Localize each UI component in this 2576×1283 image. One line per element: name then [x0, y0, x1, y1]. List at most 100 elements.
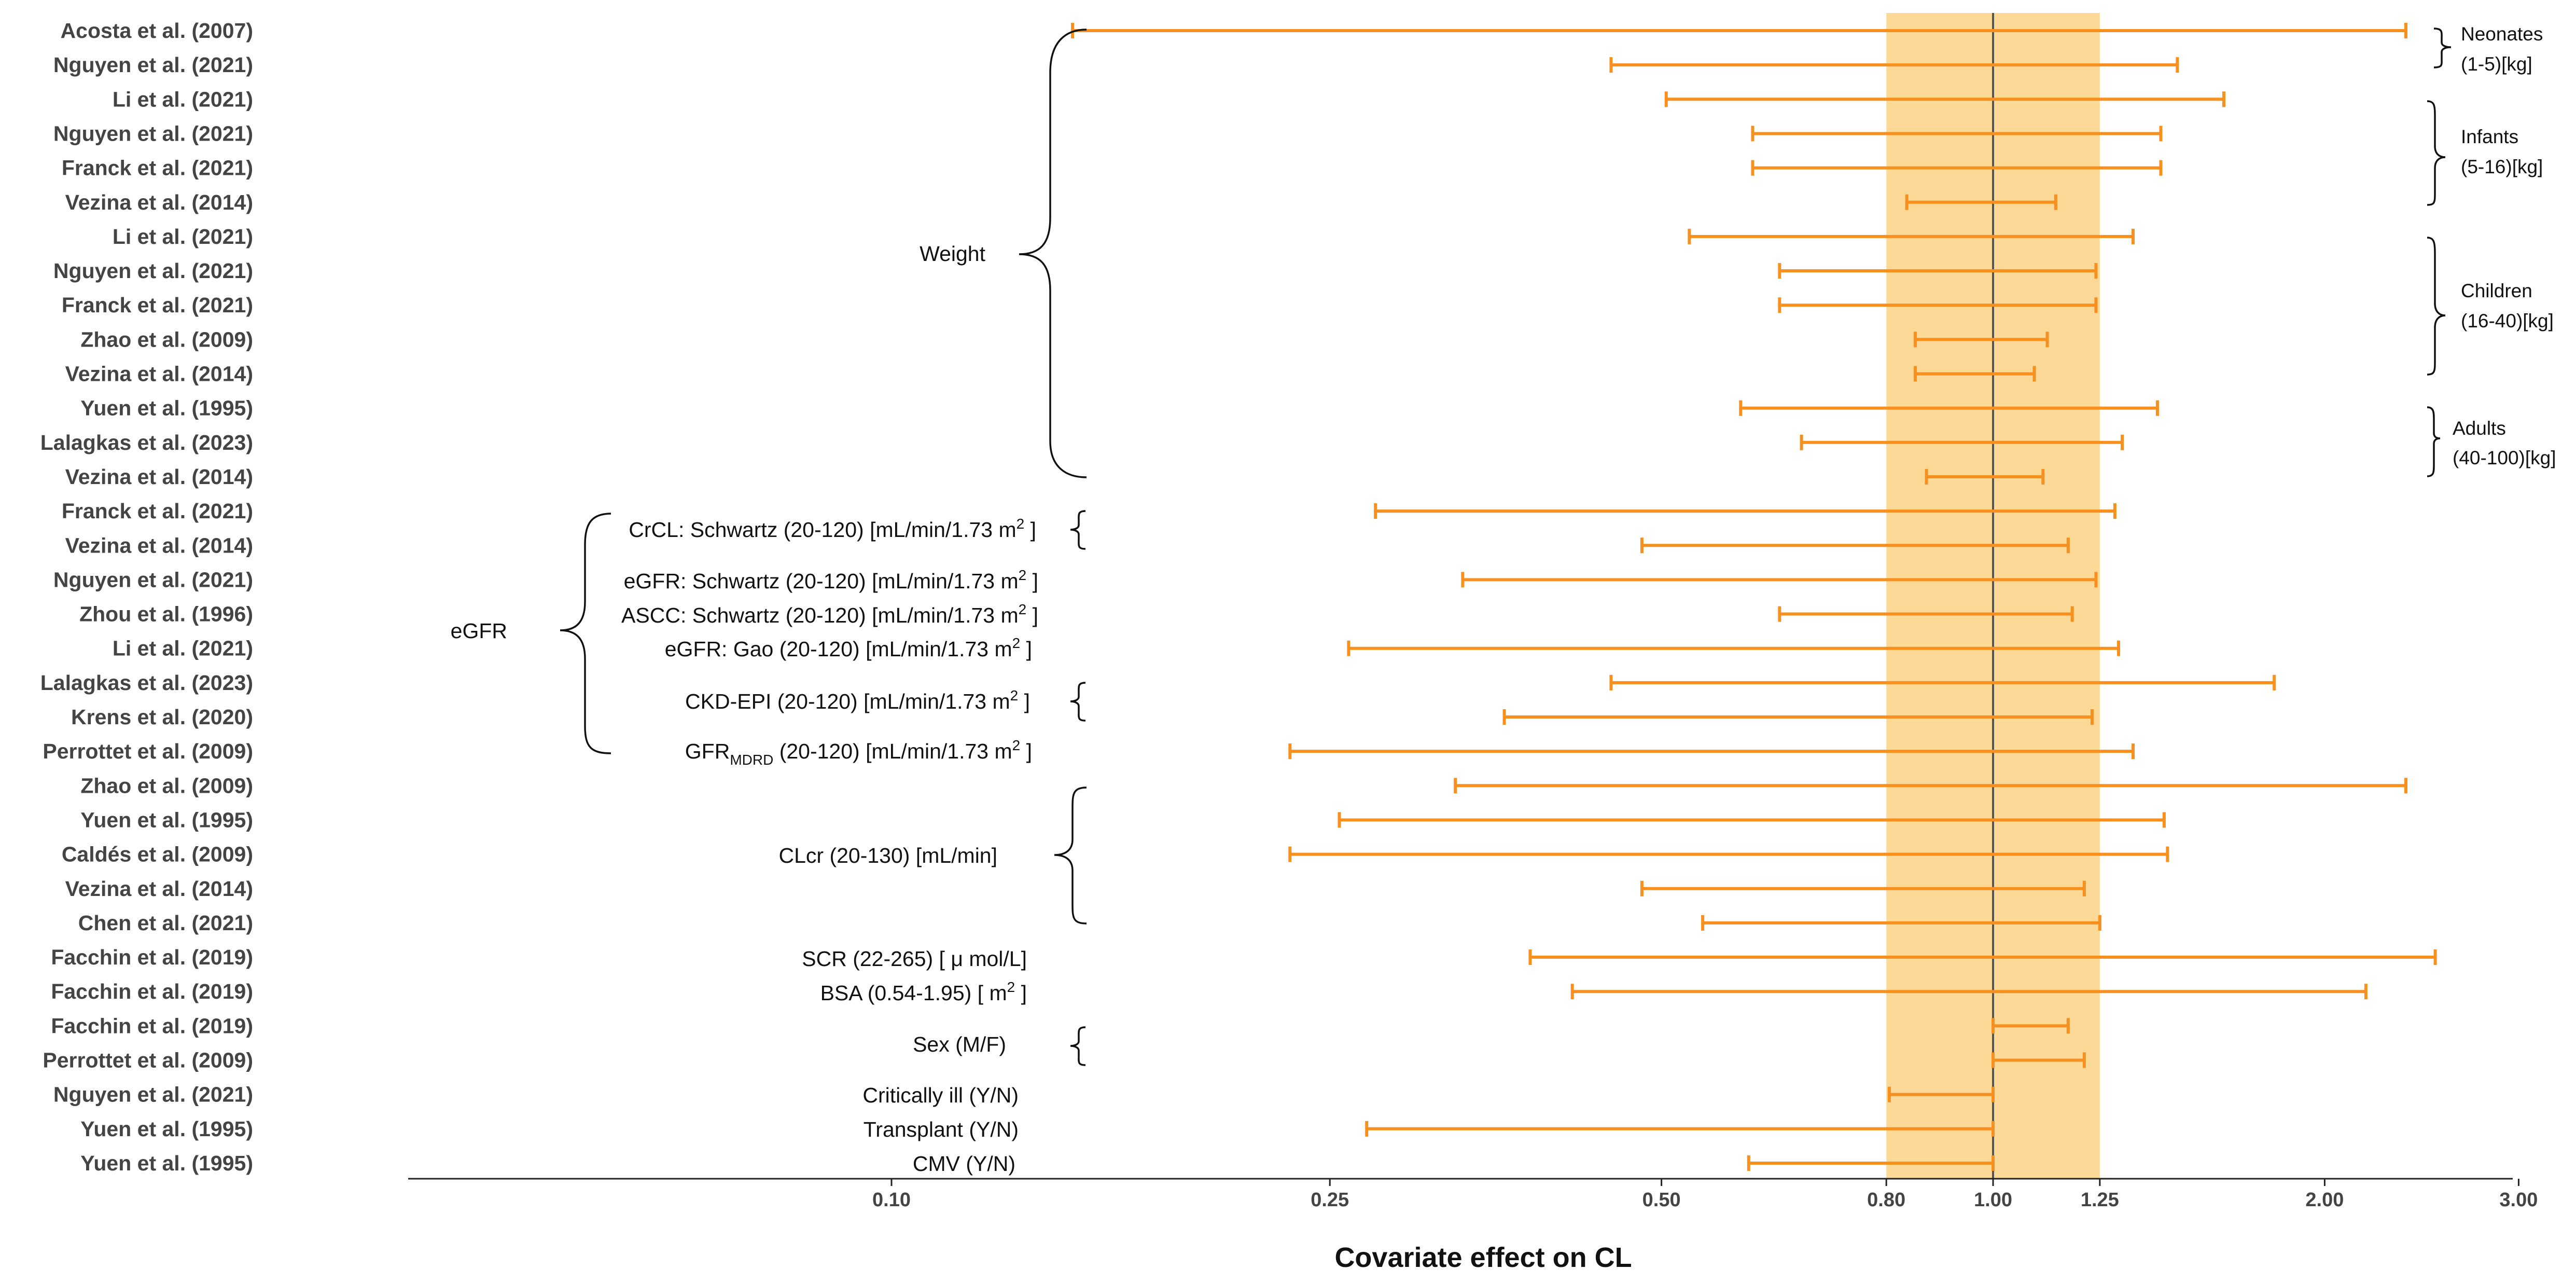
interval-row	[1992, 1018, 2070, 1034]
interval-row	[1778, 297, 2098, 313]
clcr-brace	[1054, 787, 1087, 925]
study-label: Nguyen et al. (2021)	[53, 259, 253, 283]
x-tick-label: 1.00	[1974, 1189, 2012, 1211]
interval-row	[1664, 91, 2226, 107]
interval-row	[1365, 1121, 1995, 1137]
study-label: Vezina et al. (2014)	[65, 877, 253, 901]
interval-row	[1914, 366, 2036, 382]
interval-row	[1288, 743, 2135, 760]
interval-row	[1528, 949, 2437, 965]
children-range: (16-40)[kg]	[2461, 310, 2554, 332]
interval-row	[1502, 709, 2094, 725]
weight-label: Weight	[920, 242, 985, 266]
egfr-schwartz-label: eGFR: Schwartz (20-120) [mL/min/1.73 m2 …	[624, 567, 1038, 593]
neonates-brace	[2433, 27, 2452, 68]
infants-brace	[2427, 100, 2446, 206]
interval-row	[1701, 915, 2101, 931]
children-brace	[2427, 237, 2446, 376]
interval-row	[1454, 778, 2407, 794]
interval-row	[1640, 880, 2086, 896]
study-label: Nguyen et al. (2021)	[53, 1083, 253, 1107]
interval-row	[1374, 503, 2117, 519]
study-label: Acosta et al. (2007)	[61, 19, 253, 43]
study-label: Krens et al. (2020)	[71, 705, 253, 729]
crcl-schwartz-label: CrCL: Schwartz (20-120) [mL/min/1.73 m2 …	[629, 516, 1036, 542]
interval-row	[1778, 606, 2074, 622]
adults-range: (40-100)[kg]	[2453, 447, 2556, 468]
study-label: Facchin et al. (2019)	[51, 1014, 253, 1038]
x-tick-label: 3.00	[2499, 1189, 2538, 1211]
interval-group	[1071, 23, 2437, 1171]
ckd-epi-brace	[1070, 682, 1086, 722]
x-tick-label: 1.25	[2081, 1189, 2119, 1211]
sex-label: Sex (M/F)	[913, 1032, 1006, 1056]
study-label: Vezina et al. (2014)	[65, 533, 253, 557]
study-label: Li et al. (2021)	[113, 637, 253, 660]
children-label: Children	[2461, 280, 2532, 301]
interval-row	[1640, 537, 2070, 554]
study-label: Yuen et al. (1995)	[80, 396, 253, 420]
interval-row	[1800, 434, 2124, 450]
critically-ill-label: Critically ill (Y/N)	[862, 1083, 1019, 1107]
study-label: Nguyen et al. (2021)	[53, 121, 253, 145]
interval-row	[1905, 194, 2057, 210]
study-label: Perrottet et al. (2009)	[43, 1049, 253, 1072]
study-label: Yuen et al. (1995)	[80, 808, 253, 832]
egfr-brace	[560, 513, 611, 754]
interval-row	[1688, 228, 2135, 244]
study-label: Lalagkas et al. (2023)	[40, 431, 253, 454]
interval-row	[1347, 640, 2121, 656]
transplant-label: Transplant (Y/N)	[864, 1118, 1019, 1141]
interval-row	[1071, 23, 2407, 38]
interval-row	[1461, 572, 2098, 588]
interval-row	[1609, 57, 2179, 73]
study-label: Vezina et al. (2014)	[65, 190, 253, 214]
study-label: Yuen et al. (1995)	[80, 1151, 253, 1175]
x-tick-label: 0.80	[1867, 1189, 1905, 1211]
interval-row	[1338, 812, 2166, 828]
neonates-label: Neonates	[2461, 23, 2543, 45]
interval-row	[1778, 263, 2098, 279]
study-label: Vezina et al. (2014)	[65, 465, 253, 489]
adults-brace	[2427, 406, 2441, 477]
interval-row	[1609, 674, 2276, 691]
study-label: Li et al. (2021)	[113, 87, 253, 111]
interval-row	[1925, 468, 2045, 485]
x-tick-label: 0.25	[1311, 1189, 1349, 1211]
weight-brace	[1019, 29, 1087, 478]
x-tick-label: 0.50	[1642, 1189, 1681, 1211]
study-label: Lalagkas et al. (2023)	[40, 671, 253, 695]
infants-label: Infants	[2461, 126, 2518, 147]
study-label: Nguyen et al. (2021)	[53, 53, 253, 77]
x-axis-label: Covariate effect on CL	[1334, 1242, 1632, 1273]
ascc-schwartz-label: ASCC: Schwartz (20-120) [mL/min/1.73 m2 …	[621, 601, 1038, 627]
gfr-mdrd-label: GFRMDRD (20-120) [mL/min/1.73 m2 ]	[685, 737, 1032, 768]
study-label: Franck et al. (2021)	[62, 293, 253, 317]
study-label: Caldés et al. (2009)	[62, 843, 253, 866]
study-label-group: Acosta et al. (2007) Nguyen et al. (2021)…	[40, 19, 253, 1175]
interval-row	[1570, 984, 2368, 1000]
interval-row	[1751, 126, 2163, 142]
x-tick-group: 0.10 0.25 0.50 0.80 1.00 1.25 2.00 3.00	[872, 1179, 2538, 1211]
interval-row	[1914, 332, 2049, 348]
study-label: Franck et al. (2021)	[62, 499, 253, 523]
bsa-label: BSA (0.54-1.95) [ m2 ]	[820, 979, 1027, 1005]
study-label: Chen et al. (2021)	[78, 911, 253, 935]
study-label: Zhou et al. (1996)	[79, 602, 253, 626]
infants-range: (5-16)[kg]	[2461, 156, 2543, 177]
scr-label: SCR (22-265) [ μ mol/L]	[802, 947, 1027, 971]
x-tick-label: 0.10	[872, 1189, 911, 1211]
interval-row	[1747, 1155, 1995, 1171]
interval-row	[1288, 846, 2169, 862]
study-label: Facchin et al. (2019)	[51, 945, 253, 969]
egfr-gao-label: eGFR: Gao (20-120) [mL/min/1.73 m2 ]	[665, 635, 1032, 661]
x-tick-label: 2.00	[2305, 1189, 2344, 1211]
adults-label: Adults	[2453, 418, 2506, 439]
sex-brace	[1070, 1026, 1086, 1066]
study-label: Perrottet et al. (2009)	[43, 739, 253, 763]
clcr-label: CLcr (20-130) [mL/min]	[778, 844, 997, 867]
interval-row	[1887, 1086, 1995, 1102]
study-label: Li et al. (2021)	[113, 225, 253, 249]
study-label: Zhao et al. (2009)	[80, 327, 253, 351]
